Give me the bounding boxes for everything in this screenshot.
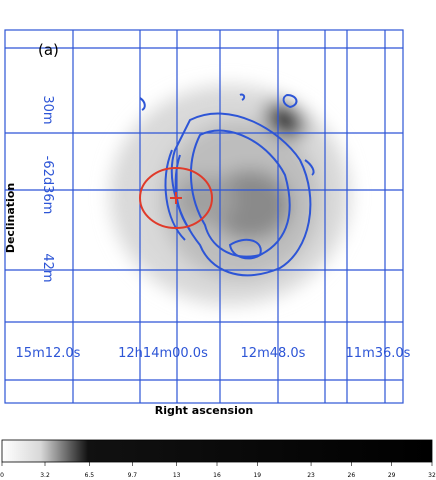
- colorbar-tick-label: 0: [0, 472, 4, 479]
- dec-label: 30m: [40, 95, 55, 124]
- panel-label: (a): [38, 41, 59, 59]
- source-marker: [139, 167, 213, 229]
- colorbar-tick-label: 23: [307, 472, 315, 479]
- y-axis-title: Declination: [4, 183, 17, 253]
- ra-label: 12h14m00.0s: [118, 346, 208, 361]
- radio-contours: [139, 93, 315, 277]
- coordinate-grid: [4, 29, 404, 404]
- colorbar-tick-label: 19: [253, 472, 261, 479]
- colorbar-tick-label: 9.7: [128, 472, 138, 479]
- ra-label: 12m48.0s: [241, 346, 306, 361]
- x-axis-title: Right ascension: [155, 404, 254, 417]
- dec-label: -62d36m: [40, 156, 55, 215]
- colorbar-tick-label: 26: [348, 472, 356, 479]
- colorbar: [1, 439, 433, 463]
- colorbar-tick-label: 16: [213, 472, 221, 479]
- colorbar-tick-label: 29: [388, 472, 396, 479]
- colorbar-tick-label: 6.5: [85, 472, 95, 479]
- dec-label: 42m: [40, 253, 55, 282]
- ra-label: 11m36.0s: [346, 346, 411, 361]
- ra-label: 15m12.0s: [16, 346, 81, 361]
- colorbar-tick-label: 13: [173, 472, 181, 479]
- colorbar-tick-label: 3.2: [40, 472, 50, 479]
- colorbar-tick-label: 32: [428, 472, 436, 479]
